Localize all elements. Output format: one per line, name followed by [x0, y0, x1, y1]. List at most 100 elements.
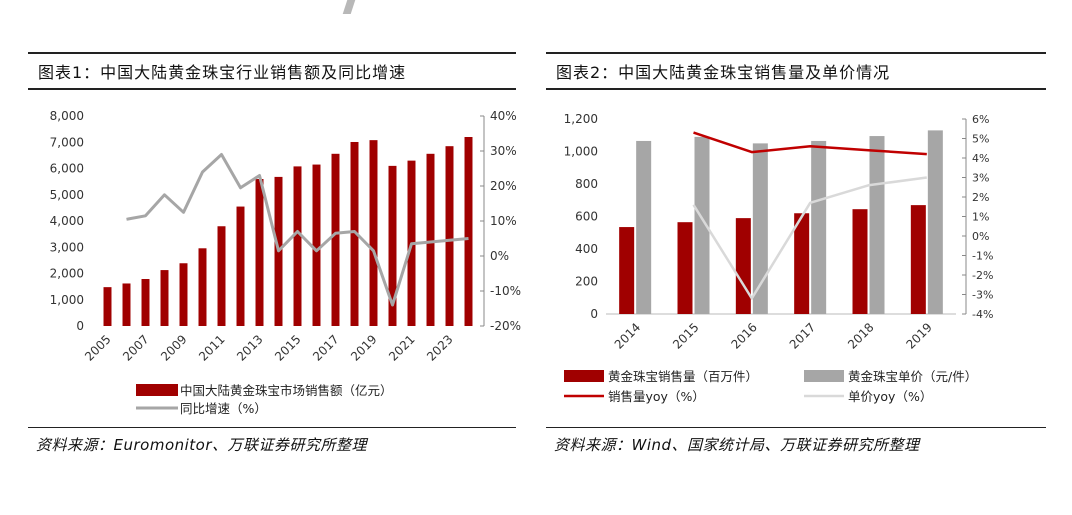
y-left-tick-label: 7,000 [50, 135, 84, 149]
y-right-tick-label: 40% [490, 109, 517, 123]
y-right-tick-label: -2% [972, 269, 993, 282]
y-left-tick-label: 1,200 [564, 112, 598, 126]
legend-label-growth: 同比增速（%） [180, 401, 267, 416]
y-right-tick-label: 6% [972, 113, 989, 126]
chart2-source: 资料来源：Wind、国家统计局、万联证券研究所整理 [554, 436, 920, 454]
title-rule [28, 88, 516, 90]
sales-bar [331, 153, 340, 326]
x-tick-label: 2014 [612, 320, 643, 351]
sales-bar [236, 206, 245, 326]
legend-label-volume-yoy: 销售量yoy（%） [608, 389, 705, 404]
sales-bar [160, 270, 169, 326]
sales-bar [388, 165, 397, 326]
price-bar [694, 136, 710, 314]
y-right-tick-label: 10% [490, 214, 517, 228]
x-tick-label: 2018 [845, 320, 876, 351]
sales-bar [350, 141, 359, 326]
price-bar [636, 140, 652, 314]
sales-bar [103, 287, 112, 326]
y-right-tick-label: -4% [972, 308, 993, 321]
y-left-tick-label: 1,000 [50, 293, 84, 307]
price-bar [811, 140, 827, 314]
bottom-rule [546, 427, 1046, 428]
x-tick-label: 2005 [82, 332, 113, 363]
x-tick-label: 2021 [386, 332, 417, 363]
y-right-tick-label: 4% [972, 152, 989, 165]
y-right-tick-label: -1% [972, 250, 993, 263]
volume-yoy-line [693, 131, 927, 156]
x-tick-label: 2007 [120, 332, 151, 363]
chart1-title: 图表1：中国大陆黄金珠宝行业销售额及同比增速 [38, 63, 407, 82]
y-right-tick-label: 2% [972, 191, 989, 204]
y-right-tick-label: 0% [490, 249, 509, 263]
title-rule [546, 88, 1046, 90]
y-left-tick-label: 0 [76, 319, 84, 333]
legend-label-price-yoy: 单价yoy（%） [848, 389, 932, 404]
x-tick-label: 2017 [787, 320, 818, 351]
price-bar [869, 136, 885, 314]
y-left-tick-label: 5,000 [50, 188, 84, 202]
legend-swatch-volume [564, 370, 604, 382]
sales-bar [141, 279, 150, 326]
left-chart-panel: 图表1：中国大陆黄金珠宝行业销售额及同比增速 0 1,000 2,000 3,000 4… [28, 52, 521, 462]
sales-bar [312, 164, 321, 326]
legend-swatch-price [804, 370, 844, 382]
top-rule [28, 52, 516, 54]
legend-label-volume: 黄金珠宝销售量（百万件） [608, 369, 758, 384]
x-tick-label: 2023 [424, 332, 455, 363]
y-right-tick-label: 5% [972, 133, 989, 146]
y-right-tick-label: 20% [490, 179, 517, 193]
volume-bar [794, 213, 810, 314]
x-tick-label: 2017 [310, 332, 341, 363]
chart2-title: 图表2：中国大陆黄金珠宝销售量及单价情况 [556, 63, 891, 82]
chart1-svg: 0 1,000 2,000 3,000 4,000 5,000 6,000 7,000 8,00… [50, 109, 521, 416]
legend-label-sales: 中国大陆黄金珠宝市场销售额（亿元） [180, 383, 393, 398]
sales-bar [445, 146, 454, 326]
growth-line [126, 153, 469, 307]
x-tick-label: 2015 [272, 332, 303, 363]
y-right-tick-label: 30% [490, 144, 517, 158]
decorative-mark [342, 0, 356, 14]
y-left-tick-label: 4,000 [50, 214, 84, 228]
volume-bar [910, 205, 926, 314]
y-left-tick-label: 600 [575, 210, 598, 224]
legend-swatch-sales [136, 384, 178, 396]
sales-bar [426, 153, 435, 326]
y-right-tick-label: -20% [490, 319, 521, 333]
x-tick-label: 2009 [158, 332, 189, 363]
volume-bar [677, 222, 693, 314]
sales-bar [293, 166, 302, 326]
y-right-tick-label: 3% [972, 172, 989, 185]
sales-bar [217, 226, 226, 326]
y-left-tick-label: 1,000 [564, 145, 598, 159]
y-right-tick-label: 1% [972, 211, 989, 224]
sales-bar [464, 137, 473, 326]
price-bar [752, 143, 768, 314]
volume-bar [619, 227, 635, 314]
y-left-tick-label: 200 [575, 275, 598, 289]
y-left-tick-label: 2,000 [50, 267, 84, 281]
y-left-tick-label: 8,000 [50, 109, 84, 123]
y-left-tick-label: 800 [575, 177, 598, 191]
sales-bar [122, 283, 131, 326]
volume-bar [852, 209, 868, 314]
x-tick-label: 2019 [348, 332, 379, 363]
y-right-tick-label: -10% [490, 284, 521, 298]
sales-bar [179, 263, 188, 326]
y-left-tick-label: 6,000 [50, 162, 84, 176]
y-right-tick-label: -3% [972, 289, 993, 302]
sales-bar [255, 179, 264, 326]
right-chart-panel: 图表2：中国大陆黄金珠宝销售量及单价情况 0 200 400 600 800 1,000 1… [546, 52, 1046, 462]
legend-label-price: 黄金珠宝单价（元/件） [848, 369, 977, 384]
volume-bar [735, 218, 751, 314]
y-right-tick-label: 0% [972, 230, 989, 243]
x-tick-label: 2013 [234, 332, 265, 363]
bottom-rule [28, 427, 516, 428]
price-yoy-line [692, 176, 927, 300]
chart2-svg: 0 200 400 600 800 1,000 1,200 -4% -3% -2% -1% 0% 1% 2… [564, 112, 994, 404]
y-left-tick-label: 0 [590, 307, 598, 321]
y-left-tick-label: 3,000 [50, 240, 84, 254]
y-left-tick-label: 400 [575, 242, 598, 256]
chart1-source: 资料来源：Euromonitor、万联证券研究所整理 [36, 436, 368, 454]
x-tick-label: 2011 [196, 332, 227, 363]
